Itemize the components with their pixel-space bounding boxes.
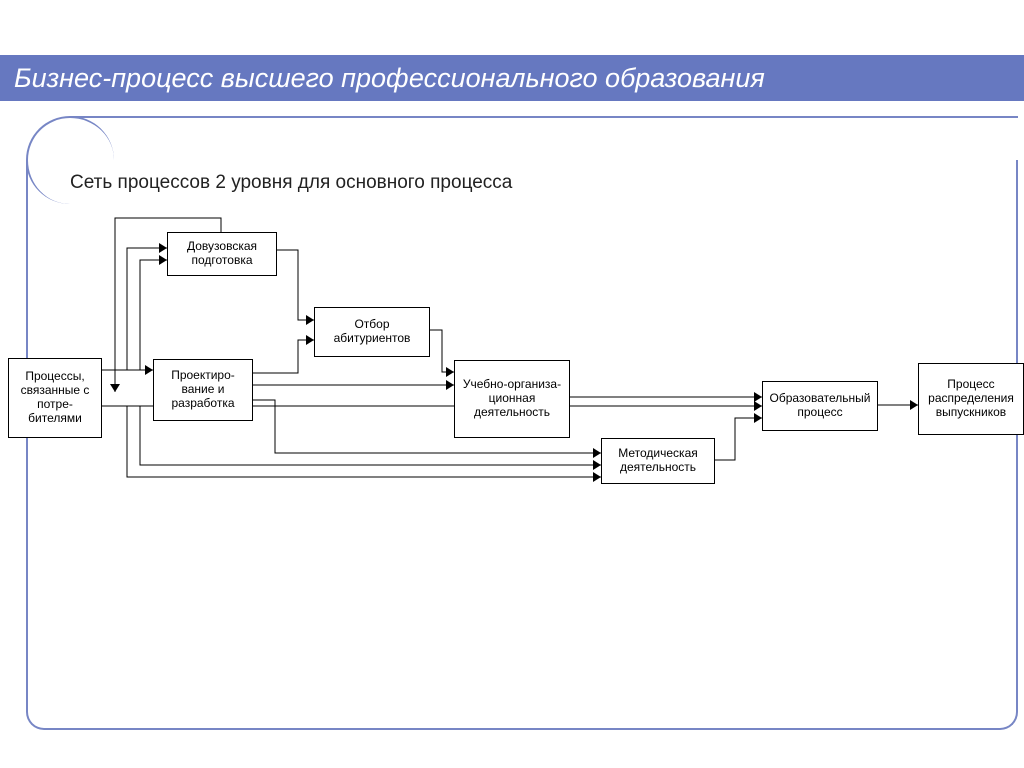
slide: Бизнес-процесс высшего профессионального…: [0, 0, 1024, 768]
node-consumers: Процессы, связанные с потре-бителями: [8, 358, 102, 438]
slide-title: Бизнес-процесс высшего профессионального…: [0, 55, 1024, 101]
node-design: Проектиро-вание и разработка: [153, 359, 253, 421]
node-method: Методическая деятельность: [601, 438, 715, 484]
node-study: Учебно-организа-ционная деятельность: [454, 360, 570, 438]
slide-subtitle-text: Сеть процессов 2 уровня для основного пр…: [70, 172, 512, 193]
slide-subtitle: Сеть процессов 2 уровня для основного пр…: [70, 172, 512, 194]
slide-title-text: Бизнес-процесс высшего профессионального…: [14, 63, 765, 94]
node-preuni: Довузовская подготовка: [167, 232, 277, 276]
node-edu: Образовательный процесс: [762, 381, 878, 431]
node-selection: Отбор абитуриентов: [314, 307, 430, 357]
frame-top-line: [70, 116, 1018, 118]
node-grad: Процесс распределения выпускников: [918, 363, 1024, 435]
